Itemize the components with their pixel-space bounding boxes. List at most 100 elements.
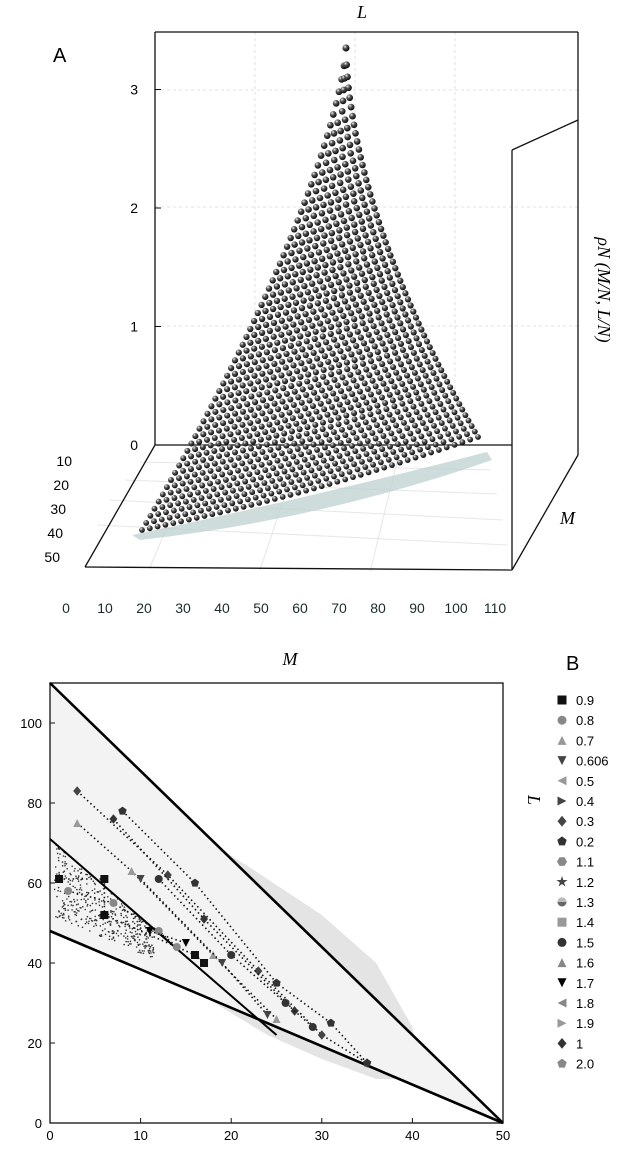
surface-point — [194, 515, 200, 521]
surface-point — [403, 332, 409, 338]
surface-point — [393, 422, 399, 428]
surface-point — [320, 374, 326, 380]
surface-point — [359, 195, 366, 202]
surface-point — [390, 364, 396, 370]
surface-point — [155, 511, 161, 517]
dense-dot — [125, 921, 127, 923]
surface-point — [262, 308, 268, 314]
surface-point — [430, 436, 436, 442]
dense-dot — [77, 910, 79, 912]
surface-point — [267, 408, 273, 414]
surface-point — [358, 472, 364, 478]
surface-point — [364, 208, 370, 214]
surface-point — [274, 298, 280, 304]
surface-point — [328, 468, 334, 474]
surface-point — [435, 362, 441, 368]
surface-point — [275, 458, 281, 464]
surface-point — [208, 455, 214, 461]
surface-point — [322, 445, 328, 451]
surface-point — [323, 247, 329, 253]
surface-point — [303, 392, 309, 398]
surface-point — [298, 319, 304, 325]
surface-point — [342, 432, 348, 438]
dense-dot — [108, 921, 110, 923]
surface-point — [408, 323, 414, 329]
surface-point — [434, 376, 440, 382]
surface-point — [395, 441, 401, 447]
surface-point — [417, 361, 423, 367]
dense-dot — [86, 921, 88, 923]
surface-point — [301, 470, 307, 476]
surface-point — [263, 376, 269, 382]
m-tick-label: 0 — [62, 600, 70, 616]
dense-dot — [80, 872, 82, 874]
surface-point — [227, 444, 233, 450]
surface-point — [292, 484, 298, 490]
surface-point — [426, 378, 432, 384]
surface-point — [399, 401, 405, 407]
surface-point — [345, 399, 351, 405]
surface-point — [360, 394, 366, 400]
surface-point — [228, 365, 234, 371]
surface-point — [357, 440, 363, 446]
surface-point — [327, 207, 334, 214]
dense-dot — [118, 925, 120, 927]
x-tick-label: 10 — [133, 1128, 147, 1143]
surface-point — [436, 447, 442, 453]
surface-point — [295, 490, 301, 496]
surface-point — [386, 457, 392, 463]
surface-point — [273, 433, 279, 439]
surface-point — [433, 442, 439, 448]
surface-point — [359, 271, 365, 277]
legend-label: 1.4 — [576, 915, 594, 930]
legend-marker — [558, 696, 567, 705]
surface-point — [334, 479, 340, 485]
surface-point — [346, 208, 353, 215]
dense-dot — [81, 918, 83, 920]
surface-point — [191, 484, 197, 490]
surface-point — [345, 346, 351, 352]
surface-point — [325, 450, 331, 456]
surface-point — [461, 426, 467, 432]
dense-dot — [112, 933, 114, 935]
surface-point — [394, 454, 400, 460]
surface-point — [348, 267, 354, 273]
surface-point — [356, 307, 362, 313]
surface-point — [395, 389, 401, 395]
dense-dot — [84, 909, 86, 911]
surface-point — [328, 324, 334, 330]
surface-point — [437, 401, 443, 407]
surface-point — [316, 382, 322, 388]
dense-dot — [90, 918, 92, 920]
y-tick-label: 60 — [28, 876, 42, 891]
surface-point — [271, 374, 277, 380]
surface-point — [270, 306, 276, 312]
dense-dot — [118, 935, 120, 937]
surface-point — [175, 513, 181, 519]
surface-point — [351, 221, 357, 227]
surface-point — [329, 267, 335, 273]
surface-point — [366, 332, 372, 338]
surface-point — [267, 328, 273, 334]
surface-point — [396, 375, 402, 381]
surface-point — [313, 409, 319, 415]
surface-point — [186, 517, 192, 523]
surface-point — [234, 493, 240, 499]
dense-dot — [107, 896, 109, 898]
dense-dot — [58, 874, 60, 876]
dense-dot — [60, 891, 62, 893]
legend-label: 0.9 — [576, 693, 594, 708]
surface-point — [390, 417, 396, 423]
surface-point — [406, 358, 412, 364]
surface-point — [355, 369, 361, 375]
surface-point — [390, 259, 396, 265]
dense-dot — [74, 887, 76, 889]
surface-point — [175, 500, 181, 506]
surface-point — [279, 359, 285, 365]
dense-dot — [137, 924, 139, 926]
legend-marker — [557, 857, 567, 866]
dense-dot — [105, 934, 107, 936]
dense-dot — [98, 901, 100, 903]
surface-point — [344, 125, 351, 132]
legend-marker — [558, 776, 567, 785]
